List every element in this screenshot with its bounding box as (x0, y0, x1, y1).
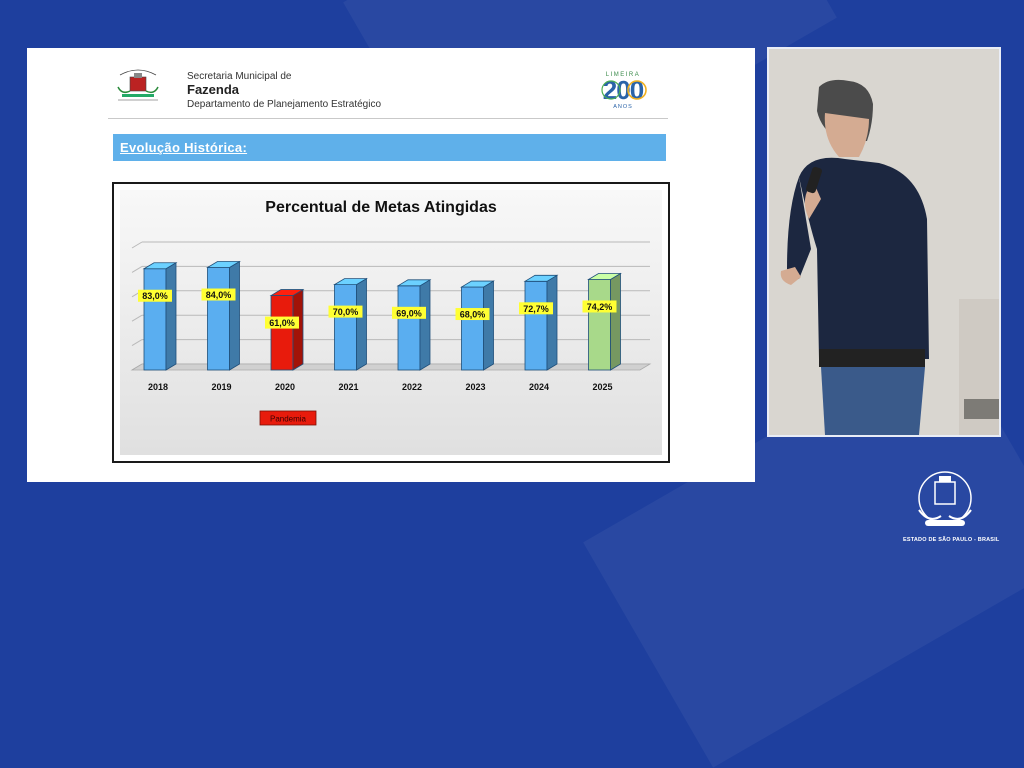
bar (143, 268, 167, 371)
department-name: Departamento de Planejamento Estratégico (187, 99, 382, 110)
bar (270, 295, 294, 371)
bar-side (165, 262, 177, 371)
anniv-number-text: 200 (603, 75, 644, 105)
bar-side (356, 277, 367, 371)
state-label: ESTADO DE SÃO PAULO - BRASIL (903, 537, 1000, 543)
x-tick-label: 2022 (402, 382, 422, 392)
x-tick-label: 2021 (338, 382, 358, 392)
bar-side (546, 274, 558, 371)
bar-chart: Percentual de Metas Atingidas 83,0% 2018 84… (130, 199, 652, 426)
bar (524, 280, 548, 371)
bar (207, 267, 230, 371)
annotation-box (259, 410, 317, 426)
data-label: 72,7% (523, 304, 549, 314)
bar-side (229, 260, 240, 371)
bar-side (483, 280, 494, 371)
bar-side (292, 288, 304, 371)
data-label-box (328, 305, 363, 318)
data-label: 68,0% (460, 310, 486, 320)
bar-side (419, 279, 431, 371)
bar-top (206, 261, 241, 268)
data-label: 70,0% (333, 307, 359, 317)
data-label-box (392, 306, 426, 319)
secretariat-name: Fazenda (187, 82, 240, 97)
bar (397, 285, 421, 371)
chart-frame: Percentual de Metas Atingidas 83,0% 2018 84… (112, 182, 670, 463)
presentation-slide: Secretaria Municipal de Fazenda Departam… (27, 48, 755, 482)
municipal-coat-of-arms-logo (117, 69, 159, 101)
data-label: 61,0% (269, 318, 295, 328)
chart-area: Percentual de Metas Atingidas 83,0% 2018 84… (120, 190, 662, 455)
gridline (131, 265, 143, 273)
gridline (131, 241, 143, 249)
x-tick-label: 2020 (275, 382, 295, 392)
data-label-box (582, 300, 617, 313)
data-label-box (265, 316, 299, 329)
data-label: 83,0% (142, 291, 168, 301)
secretariat-label: Secretaria Municipal de (187, 71, 292, 82)
bar-top (396, 279, 432, 287)
bar (588, 279, 611, 371)
section-title-bar: Evolução Histórica: (113, 134, 666, 161)
bar (461, 286, 484, 371)
x-tick-label: 2024 (529, 382, 549, 392)
data-label-box (201, 288, 236, 301)
x-tick-label: 2023 (465, 382, 485, 392)
chart-title: Percentual de Metas Atingidas (265, 199, 497, 216)
bar-top (587, 273, 622, 280)
data-label: 74,2% (587, 302, 613, 312)
annotation-label: Pandemia (270, 415, 307, 424)
limeira-200-anos-logo: LIMEIRA 200 ANOS (601, 72, 647, 110)
x-tick-label: 2018 (148, 382, 168, 392)
bar-side (610, 272, 621, 371)
data-label-box (519, 302, 553, 315)
bar-top (333, 278, 368, 285)
anniv-top-text: LIMEIRA (606, 72, 641, 78)
presenter-video (767, 47, 1001, 437)
anniv-bottom-text: ANOS (613, 104, 633, 110)
x-tick-label: 2025 (592, 382, 612, 392)
data-label: 84,0% (206, 290, 232, 300)
bar (334, 284, 357, 371)
bar-top (142, 262, 178, 270)
bar-top (269, 289, 305, 296)
data-label-box (455, 308, 490, 321)
bar-top (460, 280, 495, 288)
header-divider (108, 118, 668, 119)
section-title: Evolução Histórica: (120, 140, 248, 155)
data-label: 69,0% (396, 308, 422, 318)
gridline (131, 339, 143, 347)
gridline (131, 314, 143, 322)
data-label-box (138, 289, 172, 302)
prefeitura-limeira-logo (918, 471, 972, 526)
bar-top (523, 274, 559, 282)
x-tick-label: 2019 (211, 382, 231, 392)
